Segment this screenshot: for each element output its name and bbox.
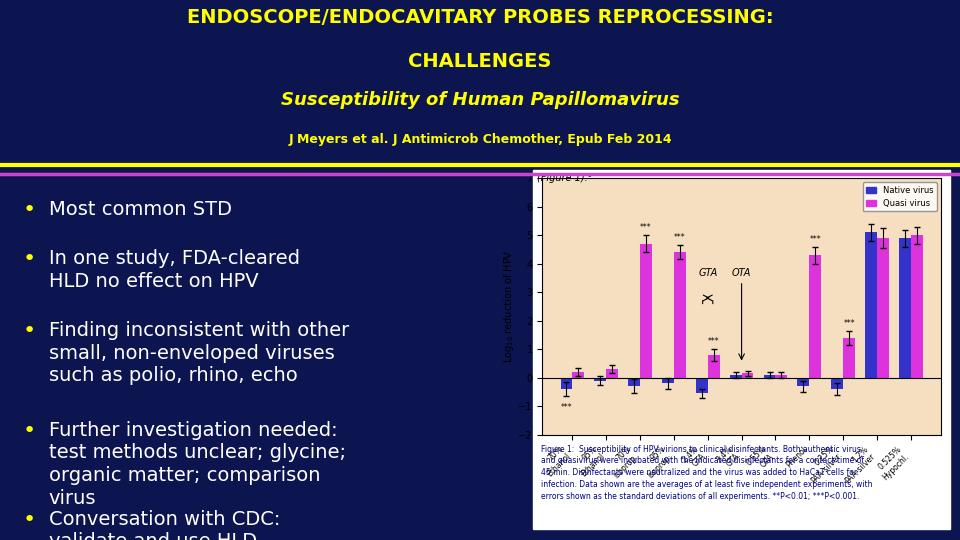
Bar [628, 377, 640, 386]
Text: Finding inconsistent with other
small, non-enveloped viruses
such as polio, rhin: Finding inconsistent with other small, n… [49, 321, 349, 385]
Text: •: • [22, 321, 36, 341]
Bar [776, 375, 787, 377]
Bar [741, 374, 754, 377]
Text: •: • [22, 249, 36, 269]
Bar [561, 377, 572, 389]
Text: Susceptibility of Human Papillomavirus: Susceptibility of Human Papillomavirus [280, 91, 680, 109]
Bar [843, 338, 855, 377]
Bar [662, 377, 674, 383]
Bar [831, 377, 843, 389]
Bar [730, 375, 741, 377]
Legend: Native virus, Quasi virus: Native virus, Quasi virus [863, 183, 937, 211]
Text: CHALLENGES: CHALLENGES [408, 52, 552, 71]
Text: ***: *** [640, 224, 652, 232]
Text: •: • [22, 421, 36, 441]
Text: ***: *** [708, 338, 719, 346]
Text: ***: *** [674, 233, 685, 242]
Bar [865, 232, 877, 377]
Text: J Meyers et al. J Antimicrob Chemother, Epub Feb 2014: J Meyers et al. J Antimicrob Chemother, … [288, 133, 672, 146]
Text: ***: *** [809, 235, 821, 244]
Bar [640, 244, 652, 377]
Bar [708, 355, 720, 377]
Text: OTA: OTA [732, 268, 752, 278]
Text: Most common STD: Most common STD [49, 200, 231, 219]
Text: ***: *** [561, 403, 572, 413]
Text: •: • [22, 510, 36, 530]
Bar [594, 377, 606, 381]
Bar [572, 372, 585, 377]
Bar [606, 369, 618, 377]
Text: Conversation with CDC:
validate and use HLD: Conversation with CDC: validate and use … [49, 510, 280, 540]
Text: ***: *** [843, 319, 855, 328]
Text: (Figure 1).¹: (Figure 1).¹ [537, 173, 591, 183]
Bar [899, 238, 911, 377]
Bar [798, 377, 809, 386]
Bar [877, 238, 889, 377]
Text: Figure 1:  Susceptibility of HPV virions to clinical disinfectants. Both authent: Figure 1: Susceptibility of HPV virions … [541, 444, 873, 501]
Bar [763, 375, 776, 377]
Bar [911, 235, 923, 377]
Bar [809, 255, 821, 377]
Text: Further investigation needed:
test methods unclear; glycine;
organic matter; com: Further investigation needed: test metho… [49, 421, 346, 508]
Bar [696, 377, 708, 393]
Text: In one study, FDA-cleared
HLD no effect on HPV: In one study, FDA-cleared HLD no effect … [49, 249, 300, 291]
Text: ENDOSCOPE/ENDOCAVITARY PROBES REPROCESSING:: ENDOSCOPE/ENDOCAVITARY PROBES REPROCESSI… [186, 8, 774, 27]
Text: GTA: GTA [698, 268, 717, 278]
Y-axis label: Log$_{10}$ reduction of HPV: Log$_{10}$ reduction of HPV [501, 249, 516, 363]
Bar [674, 252, 685, 377]
Text: •: • [22, 200, 36, 220]
